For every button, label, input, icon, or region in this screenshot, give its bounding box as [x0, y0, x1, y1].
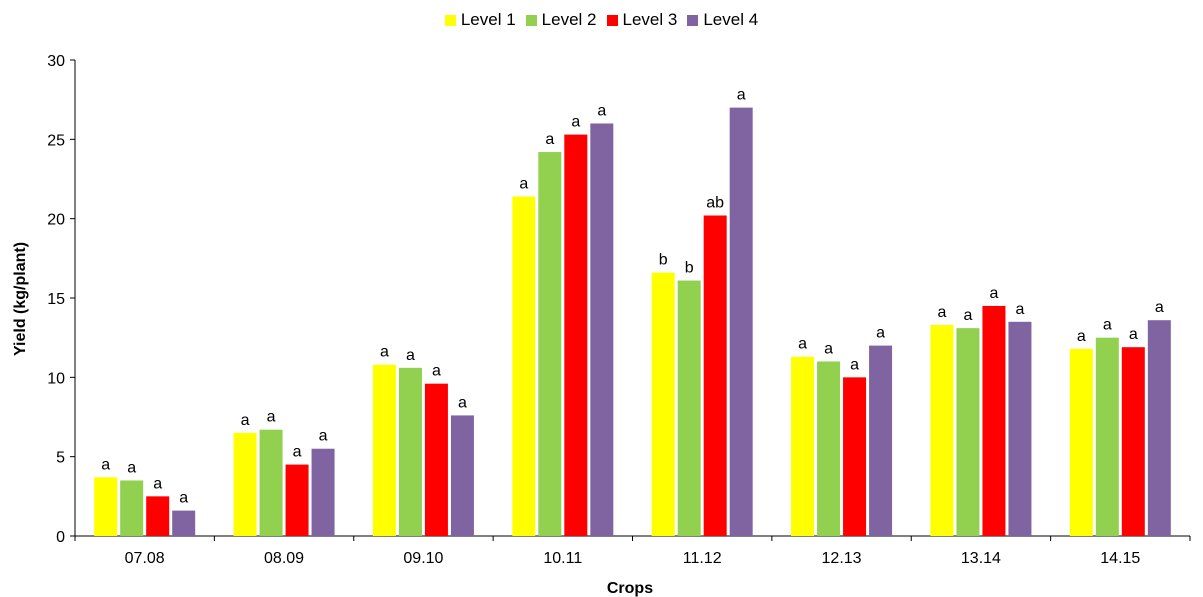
data-label: a	[850, 356, 859, 373]
bar	[930, 324, 954, 536]
legend-item-level-4: Level 4	[687, 10, 758, 30]
legend-swatch-level-1	[444, 14, 456, 26]
bar	[843, 377, 867, 536]
bar	[791, 356, 815, 536]
bar	[590, 123, 614, 536]
x-tick-label: 14.15	[1100, 550, 1140, 567]
bar	[259, 429, 283, 536]
axes: 0 5 10 15 20 25 30 07.08 08.09 09.10 10.11 11.12 12.…	[47, 53, 1191, 567]
x-tick-label: 11.12	[683, 550, 722, 567]
y-tick-label: 25	[47, 132, 65, 149]
bar	[703, 215, 727, 536]
y-tick-label: 0	[56, 529, 65, 546]
bar	[1095, 337, 1119, 536]
legend-item-level-3: Level 3	[606, 10, 678, 30]
y-axis-title: Yield (kg/plant)	[12, 242, 29, 356]
bar	[172, 510, 196, 536]
x-tick-label: 13.14	[961, 550, 1001, 567]
legend-swatch-level-4	[687, 14, 699, 26]
bar	[285, 464, 309, 536]
legend-swatch-level-2	[525, 14, 537, 26]
legend-item-level-2: Level 2	[525, 10, 597, 30]
x-tick-label: 10.11	[543, 550, 582, 567]
data-label: a	[179, 490, 188, 507]
bar	[956, 328, 980, 536]
data-label: a	[432, 363, 441, 380]
data-label: a	[1155, 299, 1164, 316]
legend-label-level-3: Level 3	[622, 10, 678, 29]
bar	[1147, 320, 1171, 536]
data-label: a	[1103, 317, 1112, 334]
bar	[120, 480, 144, 536]
data-label: a	[267, 409, 276, 426]
bar	[1008, 321, 1032, 536]
x-tick-label: 08.09	[264, 550, 304, 567]
legend-item-level-1: Level 1	[444, 10, 516, 30]
y-tick-label: 30	[47, 53, 65, 70]
data-label: a	[241, 412, 250, 429]
data-label: b	[659, 252, 668, 269]
legend-label-level-1: Level 1	[460, 10, 516, 29]
y-tick-label: 15	[47, 291, 65, 308]
bar	[677, 280, 701, 536]
bar	[651, 272, 675, 536]
y-tick-label: 20	[47, 212, 65, 229]
data-label: a	[937, 304, 946, 321]
bar	[233, 432, 257, 536]
bars	[94, 107, 1171, 536]
data-label: a	[571, 114, 580, 131]
bar	[94, 477, 118, 536]
bar	[538, 152, 562, 536]
bar	[1069, 348, 1093, 536]
x-axis-title: Crops	[607, 580, 653, 597]
legend-label-level-4: Level 4	[703, 10, 759, 29]
bar	[1121, 347, 1145, 536]
bar	[564, 134, 588, 536]
data-label: a	[989, 285, 998, 302]
data-label: a	[824, 340, 833, 357]
data-label: a	[380, 344, 389, 361]
data-label: a	[519, 175, 528, 192]
legend-swatch-level-3	[606, 14, 618, 26]
bar	[146, 496, 170, 536]
legend: Level 1 Level 2 Level 3 Level 4	[0, 10, 1203, 30]
data-label: a	[798, 336, 807, 353]
y-tick-label: 10	[47, 370, 65, 387]
x-tick-label: 12.13	[822, 550, 862, 567]
bar	[424, 383, 448, 536]
legend-label-level-2: Level 2	[541, 10, 597, 29]
data-label: a	[963, 307, 972, 324]
data-label: a	[737, 87, 746, 104]
data-label: a	[153, 475, 162, 492]
bar	[982, 305, 1006, 536]
bar	[512, 196, 536, 536]
x-tick-label: 07.08	[125, 550, 165, 567]
bar	[817, 361, 841, 536]
bar	[450, 415, 474, 536]
bar	[398, 367, 422, 536]
data-label: a	[101, 456, 110, 473]
data-label: a	[876, 325, 885, 342]
bar	[869, 345, 893, 536]
data-label: a	[293, 444, 302, 461]
data-label: a	[545, 131, 554, 148]
data-label: a	[597, 102, 606, 119]
data-label: a	[1129, 326, 1138, 343]
bar	[729, 107, 753, 536]
data-label: a	[127, 459, 136, 476]
y-tick-label: 5	[56, 450, 65, 467]
data-label: a	[319, 428, 328, 445]
data-label: a	[406, 347, 415, 364]
data-label: a	[1077, 328, 1086, 345]
data-label: ab	[706, 194, 724, 211]
bar	[372, 364, 396, 536]
bar	[311, 448, 335, 536]
data-label: b	[685, 260, 694, 277]
x-tick-label: 09.10	[403, 550, 443, 567]
data-label: a	[458, 394, 467, 411]
data-label: a	[1015, 301, 1024, 318]
